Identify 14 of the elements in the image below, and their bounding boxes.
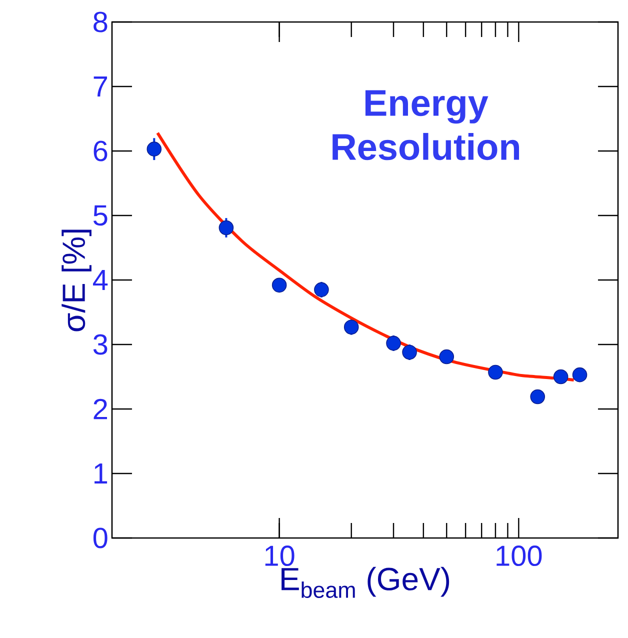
y-tick-label: 7 [94,76,107,96]
x-axis-title: E$_{beam}$ (GeV) [282,566,450,598]
x-tick-label: 100 [496,546,542,566]
y-tick-label: 6 [94,140,108,162]
y-tick-label: 2 [94,398,107,420]
y-tick-label: 1 [94,464,108,484]
annotation: Energy Resolution [332,90,520,160]
y-tick-label: 8 [94,12,108,32]
y-axis-title: σ/E [%] [62,230,92,332]
y-tick-label: 4 [92,270,108,290]
y-tick-label: 3 [93,334,108,355]
x-tick-label: 10 [265,546,294,566]
y-tick-label: 0 [93,528,108,548]
y-tick-label: 5 [94,205,108,226]
